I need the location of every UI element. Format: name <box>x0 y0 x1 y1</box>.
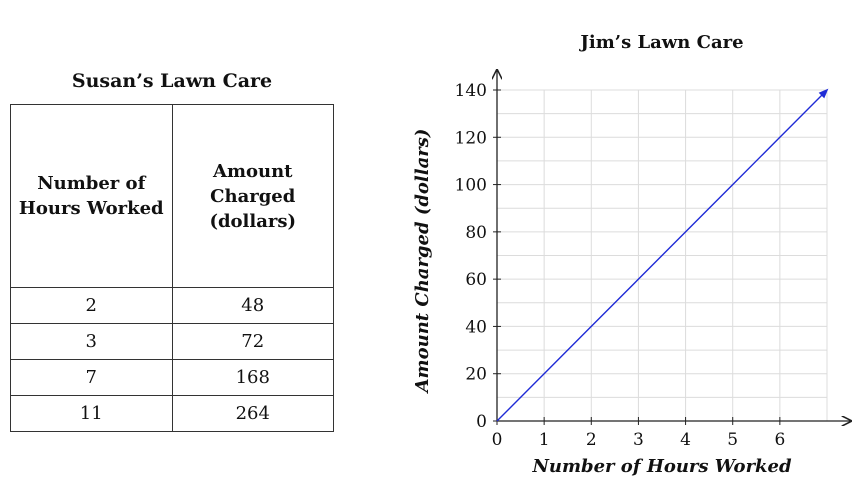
y-tick-label: 120 <box>455 128 487 148</box>
x-tick-label: 3 <box>633 430 644 450</box>
cell-amount: 264 <box>171 395 334 432</box>
x-tick-label: 0 <box>492 430 503 450</box>
y-axis-label: Amount Charged (dollars) <box>412 129 433 395</box>
y-tick-label: 140 <box>455 81 487 101</box>
chart-title: Jim’s Lawn Care <box>578 32 743 53</box>
y-tick-label: 80 <box>465 223 487 243</box>
cell-amount: 48 <box>171 287 334 324</box>
y-tick-label: 0 <box>476 412 487 432</box>
y-tick-label: 100 <box>455 176 487 196</box>
x-tick-label: 2 <box>586 430 597 450</box>
header-hours: Number of Hours Worked <box>10 104 173 288</box>
x-tick-label: 4 <box>680 430 691 450</box>
chart-series <box>496 88 829 422</box>
cell-hours: 2 <box>10 287 173 324</box>
y-tick-label: 20 <box>465 365 487 385</box>
table-header-row: Number of Hours Worked Amount Charged (d… <box>10 104 334 288</box>
cell-hours: 7 <box>10 359 173 396</box>
y-tick-labels: 0 20 40 60 80 100 120 140 <box>455 81 501 432</box>
y-tick-label: 40 <box>465 317 487 337</box>
cell-hours: 3 <box>10 323 173 360</box>
cell-hours: 11 <box>10 395 173 432</box>
table-row: 11 264 <box>10 395 334 432</box>
header-amount: Amount Charged (dollars) <box>171 104 334 288</box>
jim-lawn-care-chart: Jim’s Lawn Care 0 1 2 3 4 5 6 0 20 40 60 80 100 120 1… <box>412 32 858 477</box>
x-tick-labels: 0 1 2 3 4 5 6 <box>492 417 785 450</box>
x-tick-label: 5 <box>727 430 738 450</box>
x-tick-label: 6 <box>774 430 785 450</box>
series-line <box>496 88 829 422</box>
cell-amount: 72 <box>171 323 334 360</box>
y-tick-label: 60 <box>465 270 487 290</box>
table-row: 7 168 <box>10 359 334 396</box>
cell-amount: 168 <box>171 359 334 396</box>
x-axis-label: Number of Hours Worked <box>531 456 792 477</box>
table-row: 2 48 <box>10 287 334 324</box>
x-tick-label: 1 <box>539 430 550 450</box>
table-row: 3 72 <box>10 323 334 360</box>
table-title: Susan’s Lawn Care <box>71 70 273 92</box>
susan-lawn-care-table: Number of Hours Worked Amount Charged (d… <box>10 104 334 432</box>
chart-axes <box>497 70 851 421</box>
